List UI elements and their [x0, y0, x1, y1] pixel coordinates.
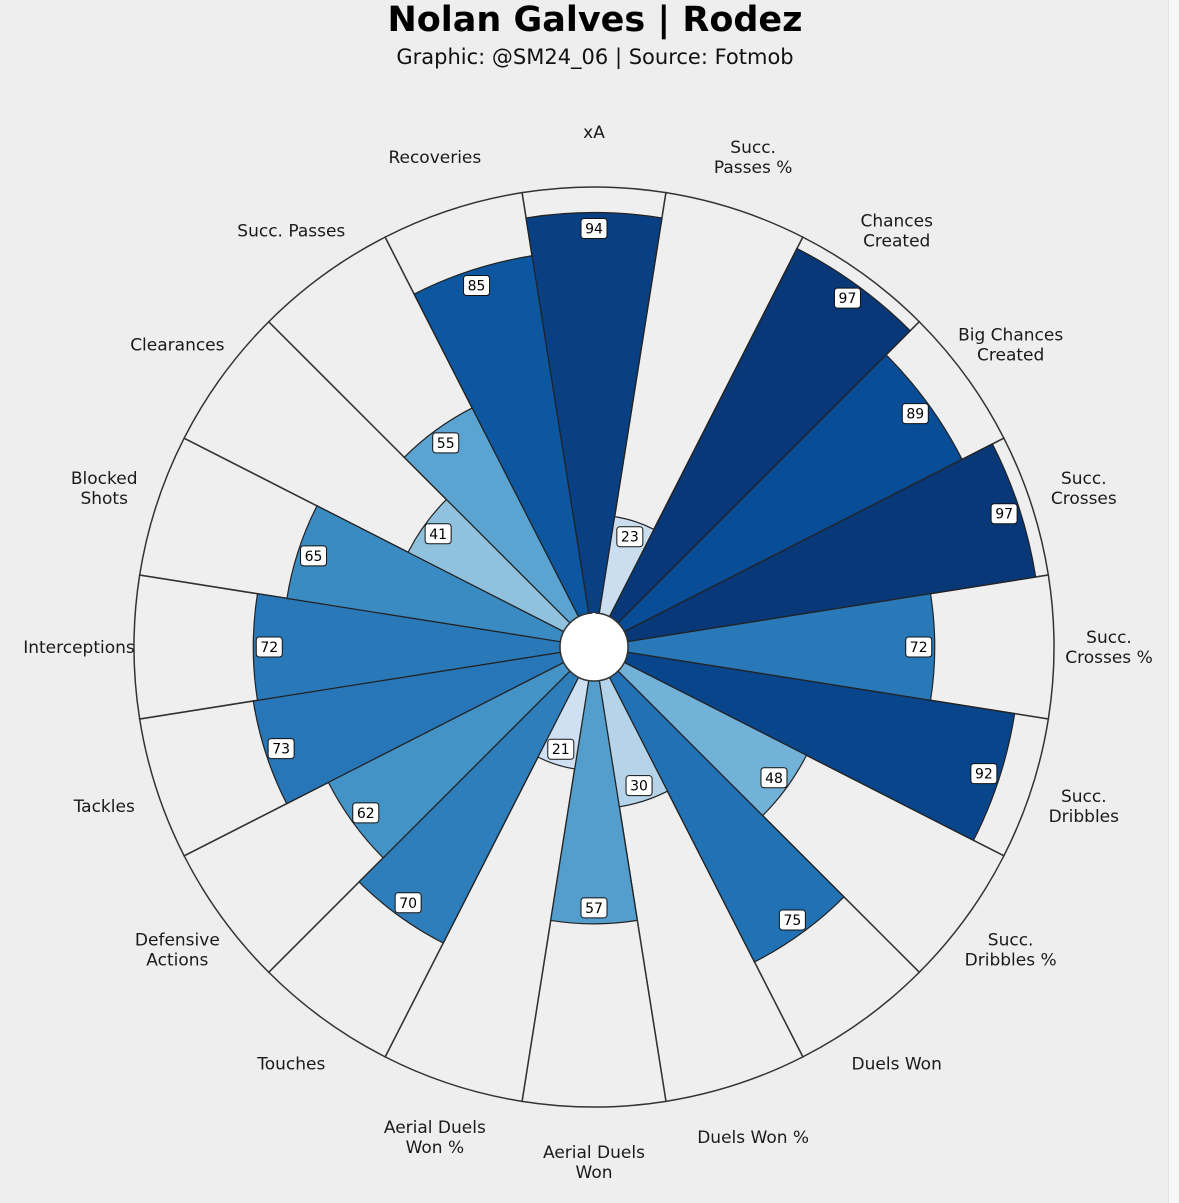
value-label: 57	[585, 901, 603, 917]
value-label: 62	[357, 806, 375, 822]
value-label: 75	[783, 913, 801, 929]
scrollbar-edge	[1168, 0, 1179, 1203]
category-label: Succ. Passes %	[714, 138, 793, 178]
category-label: Aerial Duels Won %	[384, 1118, 486, 1158]
category-label: Succ. Dribbles	[1049, 787, 1120, 827]
category-label: Succ. Dribbles %	[965, 931, 1057, 971]
value-label-box	[625, 775, 653, 797]
value-label: 92	[975, 767, 993, 783]
value-label: 55	[437, 436, 455, 452]
value-label-box	[905, 636, 933, 658]
value-label-box	[394, 892, 422, 914]
chart-title: Nolan Galves | Rodez	[387, 0, 803, 40]
value-label-box	[424, 523, 452, 545]
category-label: Defensive Actions	[135, 931, 220, 971]
category-label: Touches	[256, 1055, 325, 1075]
value-label-box	[300, 545, 328, 567]
value-label-box	[970, 763, 998, 785]
value-label-box	[547, 738, 575, 760]
value-label-box	[267, 738, 295, 760]
value-label: 41	[429, 527, 447, 543]
value-label: 23	[621, 530, 639, 546]
value-label: 97	[995, 507, 1013, 523]
value-label: 89	[906, 407, 924, 423]
value-label-box	[432, 432, 460, 454]
value-label: 72	[260, 640, 278, 656]
category-label: Succ. Crosses	[1051, 469, 1117, 509]
value-label-box	[352, 802, 380, 824]
chart-subtitle: Graphic: @SM24_06 | Source: Fotmob	[396, 45, 794, 69]
category-label: Duels Won	[852, 1055, 942, 1075]
category-label: Interceptions	[23, 638, 135, 658]
category-label: Chances Created	[860, 211, 933, 251]
category-label: Recoveries	[388, 148, 481, 168]
value-label-box	[833, 287, 861, 309]
value-label: 48	[765, 771, 783, 787]
value-label-box	[990, 503, 1018, 525]
value-label: 70	[399, 896, 417, 912]
value-label-box	[580, 897, 608, 919]
value-label-box	[255, 636, 283, 658]
category-label: Duels Won %	[697, 1128, 809, 1148]
value-label: 65	[305, 549, 323, 565]
value-label-box	[901, 403, 929, 425]
value-label: 30	[630, 779, 648, 795]
value-label: 94	[585, 222, 603, 238]
value-label-box	[580, 218, 608, 240]
category-label: Clearances	[130, 335, 224, 355]
category-label: Aerial Duels Won	[543, 1143, 645, 1183]
value-label-box	[778, 909, 806, 931]
value-label-box	[760, 767, 788, 789]
category-label: Succ. Crosses %	[1065, 628, 1152, 668]
category-label: Big Chances Created	[958, 325, 1063, 365]
category-label: Succ. Passes	[237, 221, 345, 241]
value-label: 97	[839, 291, 857, 307]
value-label-box	[463, 275, 491, 297]
category-label: Tackles	[73, 797, 135, 817]
value-label: 73	[272, 742, 290, 758]
value-label-box	[616, 526, 644, 548]
value-label: 72	[910, 640, 928, 656]
category-label: xA	[583, 123, 605, 143]
value-label: 21	[552, 742, 570, 758]
value-label: 85	[468, 279, 486, 295]
category-label: Blocked Shots	[71, 469, 138, 509]
